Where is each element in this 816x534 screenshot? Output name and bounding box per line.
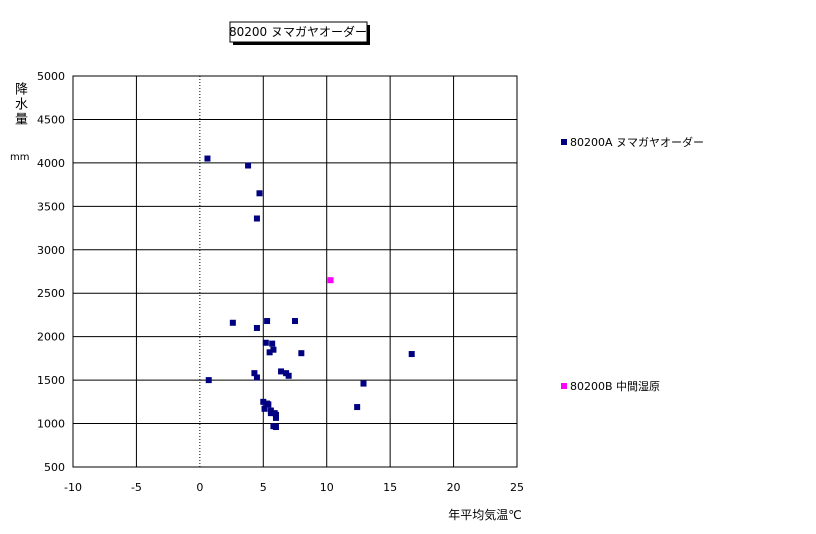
plot-area <box>72 75 518 468</box>
y-tick-label: 1500 <box>37 374 65 387</box>
legend-label: 80200B 中間湿原 <box>570 380 660 393</box>
point <box>266 349 273 356</box>
point <box>245 162 252 169</box>
x-axis-label: 年平均気温℃ <box>448 507 521 522</box>
point <box>272 414 279 421</box>
point <box>285 372 292 379</box>
point <box>298 350 305 357</box>
x-tick-label: 20 <box>447 481 461 494</box>
point <box>229 319 236 326</box>
y-tick-label: 1000 <box>37 418 65 431</box>
y-tick-label: 2000 <box>37 331 65 344</box>
point <box>327 277 334 284</box>
point <box>264 318 271 325</box>
legend-marker <box>561 139 567 145</box>
title-box <box>229 21 368 43</box>
x-tick-label: 10 <box>320 481 334 494</box>
y-tick-label: 5000 <box>37 70 65 83</box>
point <box>260 398 267 405</box>
x-tick-label: 25 <box>510 481 524 494</box>
point <box>360 380 367 387</box>
y-axis-label: 降水量 <box>12 82 27 127</box>
x-tick-label: 0 <box>196 481 203 494</box>
point <box>253 374 260 381</box>
y-tick-label: 2500 <box>37 287 65 300</box>
x-tick-label: -10 <box>64 481 82 494</box>
point <box>278 368 285 375</box>
point <box>253 215 260 222</box>
x-tick-label: 15 <box>383 481 397 494</box>
y-tick-label: 4000 <box>37 157 65 170</box>
point <box>262 339 269 346</box>
y-axis-unit: mm <box>10 152 30 163</box>
point <box>270 346 277 353</box>
point <box>267 410 274 417</box>
point <box>261 405 268 412</box>
point <box>272 424 279 431</box>
point <box>205 377 212 384</box>
y-tick-label: 500 <box>44 461 65 474</box>
point <box>251 370 258 377</box>
y-tick-label: 3500 <box>37 200 65 213</box>
point <box>204 155 211 162</box>
point <box>253 324 260 331</box>
x-tick-label: 5 <box>260 481 267 494</box>
point <box>272 411 279 418</box>
point <box>269 340 276 347</box>
point <box>292 318 298 325</box>
point <box>265 401 272 408</box>
point <box>354 404 361 411</box>
legend-label: 80200A ヌマガヤオーダー <box>570 135 704 149</box>
legend-marker <box>561 383 567 389</box>
point <box>408 351 415 358</box>
chart-title: 80200 ヌマガヤオーダー <box>229 24 367 39</box>
y-tick-label: 4500 <box>37 113 65 126</box>
x-tick-label: -5 <box>131 481 142 494</box>
point <box>256 190 263 197</box>
y-tick-label: 3000 <box>37 244 65 257</box>
